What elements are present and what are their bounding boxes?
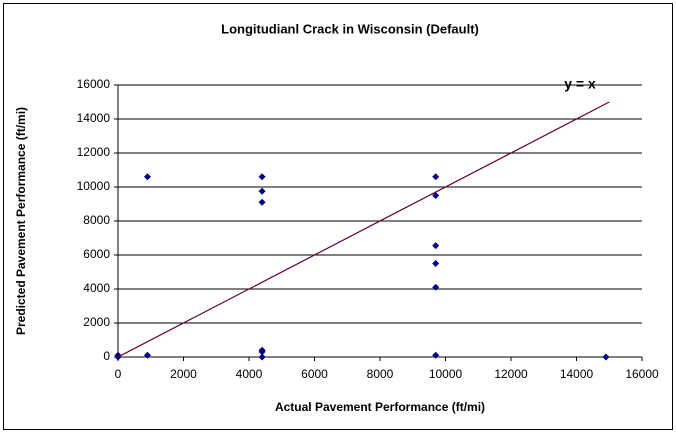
point [258, 173, 266, 181]
point [258, 353, 266, 361]
point [432, 351, 440, 359]
y-tick-label: 6000 [83, 247, 110, 261]
y-tick-label: 10000 [77, 179, 111, 193]
x-tick-label: 0 [115, 367, 122, 381]
point [258, 198, 266, 206]
point [432, 192, 440, 199]
annotation: y = x [564, 76, 596, 92]
x-tick-label: 4000 [236, 367, 263, 381]
point [258, 187, 266, 195]
y-tick-label: 12000 [77, 145, 111, 159]
point [602, 353, 610, 361]
y-tick-label: 4000 [83, 281, 110, 295]
x-tick-label: 16000 [625, 367, 659, 381]
y-tick-label: 0 [103, 349, 110, 363]
point [258, 348, 266, 356]
y-axis-label: Predicted Pavement Performance (ft/mi) [14, 107, 28, 335]
x-tick-label: 10000 [429, 367, 463, 381]
point [432, 260, 440, 267]
point [432, 283, 440, 291]
x-tick-label: 8000 [367, 367, 394, 381]
point [143, 173, 151, 181]
x-tick-label: 2000 [170, 367, 197, 381]
x-tick-label: 12000 [494, 367, 528, 381]
y-tick-label: 2000 [83, 315, 110, 329]
chart-title: Longitudianl Crack in Wisconsin (Default… [221, 21, 479, 36]
point [432, 173, 440, 181]
point [432, 242, 440, 250]
x-tick-label: 6000 [301, 367, 328, 381]
y-tick-label: 14000 [77, 111, 111, 125]
x-axis-label: Actual Pavement Performance (ft/mi) [275, 400, 485, 414]
y-tick-label: 8000 [83, 213, 110, 227]
y-tick-label: 16000 [77, 77, 111, 91]
chart-frame [3, 3, 673, 430]
x-tick-label: 14000 [560, 367, 594, 381]
point [143, 351, 151, 359]
reference-line [117, 101, 610, 358]
